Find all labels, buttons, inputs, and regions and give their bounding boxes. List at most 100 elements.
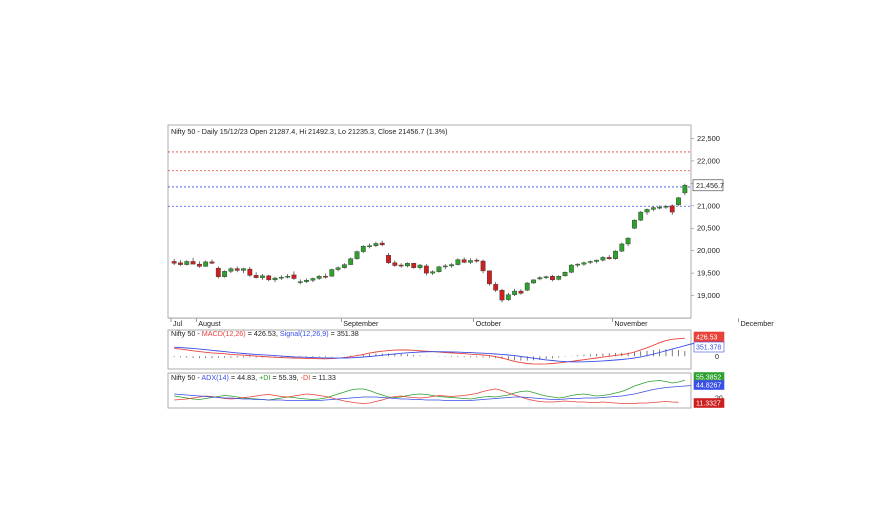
date-label: November [614,319,648,328]
candle-body [480,260,486,272]
candle-body [455,259,461,265]
macd-legend-item: = 351.38 [329,329,359,338]
candle-body [676,197,681,206]
price-pane-frame [167,124,692,319]
candle-body [669,205,675,213]
macd-series-line [174,340,704,363]
candle-body [272,277,278,281]
price-tick-label: 22,000 [697,156,720,165]
candle-body [518,290,524,294]
price-tick-label: 21,000 [697,201,720,210]
candle-body [304,280,309,282]
candle-body [190,261,196,265]
candle-body [209,261,215,264]
price-tick-label: 19,500 [697,269,720,278]
price-tick-label: 20,500 [697,224,720,233]
candle-body [367,245,373,247]
adx-value-label: 44.8267 [696,383,721,390]
candle-body [461,259,467,263]
candle-body [531,279,536,284]
candle-body [335,267,341,270]
price-tick-label: 20,000 [697,246,720,255]
candle-body [550,276,555,281]
candle-body [341,264,347,268]
candle-body [682,185,688,194]
candle-body [600,257,606,261]
candle-body [568,264,574,273]
candle-body [537,277,543,280]
candle-body [241,268,246,271]
adx-legend-prefix: Nifty 50 - [171,373,201,382]
adx-legend-item: +DI [259,373,270,382]
candle-body [543,276,549,278]
candle-body [373,243,379,246]
macd-value-badge [693,341,725,353]
candle-body [650,207,656,210]
candle-body [291,274,297,279]
candle-body [178,262,183,265]
price-header: Nifty 50 - Daily 15/12/23 Open 21287.4, … [171,127,448,136]
macd-legend-item: MACD(12,26) [202,329,246,338]
adx-value-badge [693,398,725,408]
candle-body [228,268,234,272]
macd-legend: Nifty 50 - MACD(12,26) = 426.53, Signal(… [171,329,359,338]
candle-body [657,206,663,209]
adx-value-badge [693,380,725,390]
candle-body [436,266,442,272]
candle-body [329,269,335,277]
candle-body [260,275,265,278]
candle-body [285,276,291,278]
candle-body [184,261,190,265]
candle-body [644,209,650,213]
candle-body [196,263,202,267]
candle-body [222,271,227,277]
candle-body [486,270,492,285]
candle-body [386,254,391,263]
candle-body [468,260,473,263]
candle-body [354,251,360,259]
candle-body [581,262,587,265]
candle-body [405,263,410,267]
macd-value-label: 351.378 [696,345,721,352]
adx-legend-item: -DI [301,373,311,382]
candle-body [613,250,618,259]
macd-pane-frame [167,329,692,370]
candle-body [442,265,448,268]
candle-body [524,282,530,291]
candle-body [379,242,385,246]
candle-body [247,268,253,276]
adx-legend: Nifty 50 - ADX(14) = 44.83, +DI = 55.39,… [171,373,336,382]
candle-body [203,261,209,267]
candle-body [266,275,272,281]
candle-body [234,268,240,271]
candle-body [348,258,354,265]
adx-legend-item: = 55.39, [270,373,300,382]
candle-body [663,206,669,208]
candle-body [215,267,221,277]
candle-body [562,272,568,277]
candle-body [474,259,480,262]
price-tick-label: 22,500 [697,134,720,143]
date-label: September [343,319,379,328]
candle-body [392,262,398,266]
macd-value-label: 426.53 [696,335,718,342]
candle-body [171,261,177,264]
last-price-label: 21,456.7 [696,181,724,190]
candle-body [253,275,259,278]
adx-value-label: 11.3327 [696,401,721,408]
candle-body [512,290,518,295]
adx-series-line [174,388,679,404]
adx-legend-item: ADX(14) [201,373,229,382]
date-label: August [198,319,220,328]
adx-legend-item: = 44.83, [229,373,259,382]
candle-body [310,278,316,281]
date-label: October [476,319,502,328]
candle-body [278,276,284,279]
candle-body [638,211,644,221]
adx-value-label: 55.3852 [696,375,721,382]
adx-pane-frame [167,372,692,409]
candle-body [398,264,404,267]
price-tick-label: 19,000 [697,291,720,300]
candle-body [417,264,423,268]
